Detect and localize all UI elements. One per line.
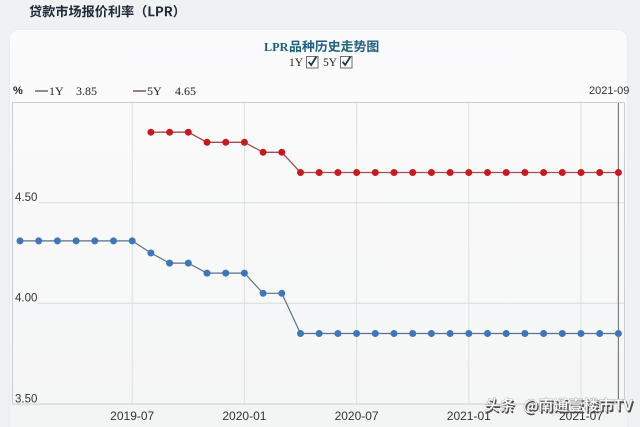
svg-text:4.50: 4.50 [15,192,37,204]
svg-text:3.50: 3.50 [15,394,37,406]
svg-text:2020-07: 2020-07 [335,409,379,423]
svg-text:2021-01: 2021-01 [447,409,491,423]
svg-text:2019-07: 2019-07 [110,409,154,423]
svg-text:4.00: 4.00 [15,293,37,305]
svg-text:2020-01: 2020-01 [222,409,266,423]
